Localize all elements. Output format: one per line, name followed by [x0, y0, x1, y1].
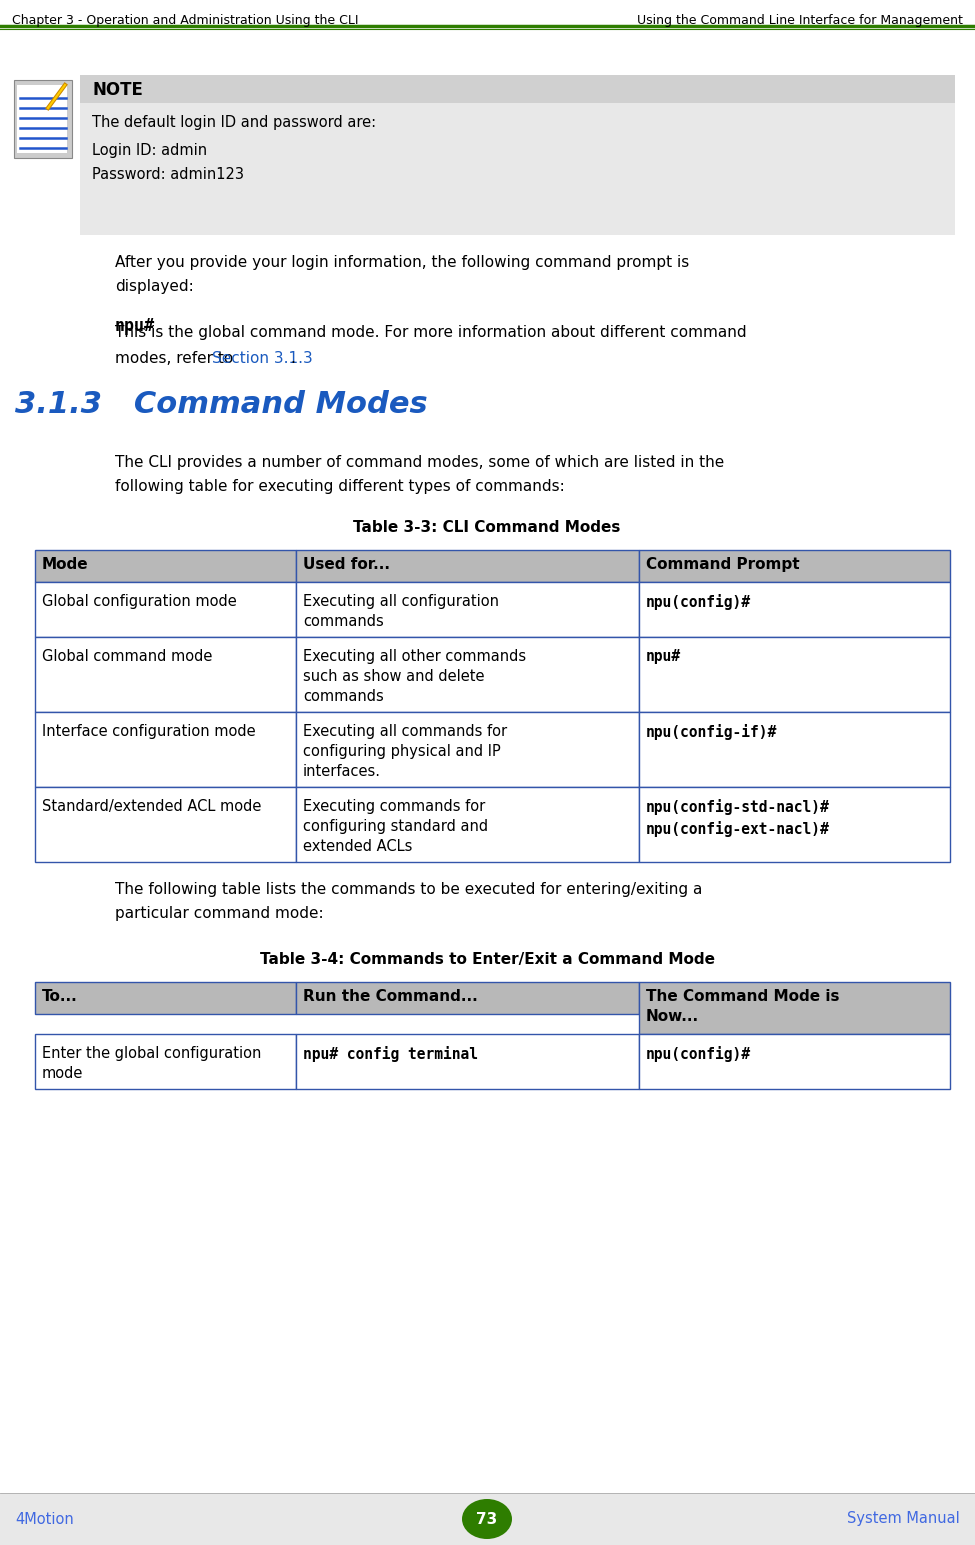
Text: npu#: npu# — [645, 649, 681, 664]
Bar — [295, 637, 639, 712]
Bar — [17, 85, 67, 153]
Text: Mode: Mode — [42, 558, 89, 572]
Text: Using the Command Line Interface for Management: Using the Command Line Interface for Man… — [637, 14, 963, 26]
Text: NOTE: NOTE — [92, 80, 143, 99]
Text: This is the global command mode. For more information about different command: This is the global command mode. For mor… — [115, 324, 747, 340]
Text: The CLI provides a number of command modes, some of which are listed in the: The CLI provides a number of command mod… — [115, 454, 724, 470]
Text: Password: admin123: Password: admin123 — [92, 167, 244, 182]
Bar — [639, 550, 950, 582]
Text: Command Prompt: Command Prompt — [645, 558, 800, 572]
Text: Executing all other commands: Executing all other commands — [303, 649, 526, 664]
Text: npu(config-ext-nacl)#: npu(config-ext-nacl)# — [645, 820, 830, 837]
Text: 4Motion: 4Motion — [15, 1511, 74, 1526]
Bar — [639, 983, 950, 1034]
Bar — [639, 712, 950, 786]
Text: configuring standard and: configuring standard and — [303, 819, 488, 834]
Text: Login ID: admin: Login ID: admin — [92, 144, 207, 158]
Text: interfaces.: interfaces. — [303, 763, 381, 779]
Bar — [35, 983, 295, 1014]
Bar — [35, 1034, 295, 1089]
Text: Enter the global configuration: Enter the global configuration — [42, 1046, 261, 1061]
Bar — [35, 550, 295, 582]
Text: Used for...: Used for... — [303, 558, 390, 572]
Bar — [295, 550, 639, 582]
Bar — [35, 582, 295, 637]
Text: Table 3-3: CLI Command Modes: Table 3-3: CLI Command Modes — [353, 521, 621, 535]
Text: particular command mode:: particular command mode: — [115, 905, 324, 921]
Text: The following table lists the commands to be executed for entering/exiting a: The following table lists the commands t… — [115, 882, 702, 898]
Bar — [14, 80, 72, 158]
Text: The default login ID and password are:: The default login ID and password are: — [92, 114, 376, 130]
Text: Table 3-4: Commands to Enter/Exit a Command Mode: Table 3-4: Commands to Enter/Exit a Comm… — [259, 952, 715, 967]
Text: Executing all commands for: Executing all commands for — [303, 725, 507, 739]
Text: npu(config)#: npu(config)# — [645, 1046, 751, 1061]
Ellipse shape — [462, 1499, 512, 1539]
Text: Global configuration mode: Global configuration mode — [42, 593, 237, 609]
Text: configuring physical and IP: configuring physical and IP — [303, 745, 500, 759]
Text: Executing all configuration: Executing all configuration — [303, 593, 499, 609]
Text: commands: commands — [303, 689, 383, 705]
Text: 3.1.3   Command Modes: 3.1.3 Command Modes — [15, 389, 428, 419]
Text: 73: 73 — [477, 1511, 497, 1526]
Text: following table for executing different types of commands:: following table for executing different … — [115, 479, 565, 494]
Bar — [35, 712, 295, 786]
Text: Run the Command...: Run the Command... — [303, 989, 478, 1004]
Bar — [295, 712, 639, 786]
Text: displayed:: displayed: — [115, 280, 194, 294]
Text: modes, refer to: modes, refer to — [115, 351, 238, 366]
Text: The Command Mode is: The Command Mode is — [645, 989, 839, 1004]
Bar — [35, 637, 295, 712]
Text: To...: To... — [42, 989, 78, 1004]
Text: npu(config-if)#: npu(config-if)# — [645, 725, 777, 740]
Text: System Manual: System Manual — [847, 1511, 960, 1526]
Text: .: . — [291, 351, 295, 366]
Bar — [295, 1034, 639, 1089]
Text: npu# config terminal: npu# config terminal — [303, 1046, 478, 1061]
Bar — [639, 582, 950, 637]
Bar — [639, 637, 950, 712]
Bar — [80, 76, 955, 235]
Text: Section 3.1.3: Section 3.1.3 — [212, 351, 313, 366]
Text: Executing commands for: Executing commands for — [303, 799, 485, 814]
Bar — [35, 786, 295, 862]
Bar — [295, 786, 639, 862]
Text: Global command mode: Global command mode — [42, 649, 213, 664]
Text: Standard/extended ACL mode: Standard/extended ACL mode — [42, 799, 261, 814]
Text: commands: commands — [303, 613, 383, 629]
Text: such as show and delete: such as show and delete — [303, 669, 485, 684]
Text: npu(config-std-nacl)#: npu(config-std-nacl)# — [645, 799, 830, 816]
Bar — [295, 582, 639, 637]
Bar — [80, 76, 955, 104]
Bar — [639, 786, 950, 862]
Bar — [639, 1034, 950, 1089]
Text: Chapter 3 - Operation and Administration Using the CLI: Chapter 3 - Operation and Administration… — [12, 14, 359, 26]
Text: mode: mode — [42, 1066, 84, 1082]
Text: Interface configuration mode: Interface configuration mode — [42, 725, 255, 739]
Text: npu(config)#: npu(config)# — [645, 593, 751, 610]
Bar — [295, 983, 639, 1014]
Text: After you provide your login information, the following command prompt is: After you provide your login information… — [115, 255, 689, 270]
Text: npu#: npu# — [115, 317, 155, 335]
Text: Now...: Now... — [645, 1009, 699, 1024]
Bar — [0, 1492, 975, 1545]
Text: extended ACLs: extended ACLs — [303, 839, 412, 854]
